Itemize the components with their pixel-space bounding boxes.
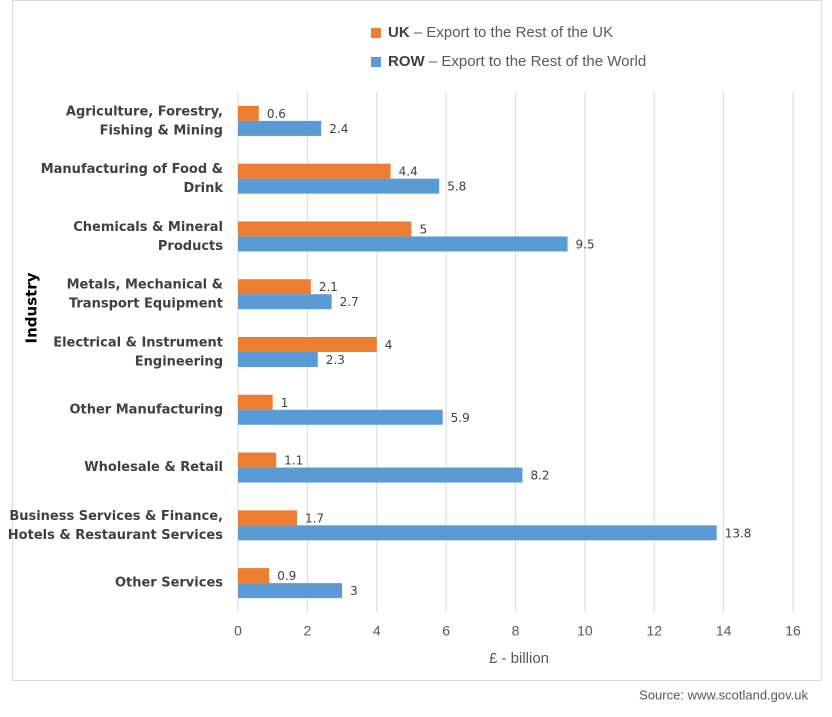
legend-entry: UK – Export to the Rest of the UK bbox=[388, 24, 613, 41]
bar bbox=[238, 510, 297, 526]
y-tick-label: Metals, Mechanical & Transport Equipment bbox=[67, 277, 223, 311]
bar bbox=[238, 352, 318, 367]
value-label: 5 bbox=[419, 222, 427, 236]
value-label: 1.1 bbox=[284, 454, 303, 468]
legend-name: ROW bbox=[388, 53, 426, 70]
value-label: 2.1 bbox=[319, 280, 338, 294]
x-tick-label: 16 bbox=[785, 623, 801, 639]
x-axis-title: £ - billion bbox=[489, 650, 549, 667]
bar bbox=[238, 467, 523, 483]
bar bbox=[238, 236, 568, 252]
y-tick-label: Chemicals & Mineral Products bbox=[73, 219, 223, 253]
x-tick-label: 12 bbox=[646, 623, 662, 639]
x-tick-label: 8 bbox=[512, 623, 520, 639]
value-label: 3 bbox=[350, 584, 358, 598]
y-tick-label: Electrical & Instrument Engineering bbox=[53, 335, 223, 369]
y-tick-label: Business Services & Finance, Hotels & Res… bbox=[8, 508, 223, 542]
y-tick-label: Manufacturing of Food & Drink bbox=[41, 162, 224, 196]
bar bbox=[238, 525, 717, 541]
y-tick-label: Other Manufacturing bbox=[69, 402, 223, 417]
bar bbox=[238, 409, 443, 425]
value-label: 0.6 bbox=[267, 107, 286, 121]
bar bbox=[238, 279, 311, 295]
bar bbox=[238, 394, 273, 410]
y-tick-label: Agriculture, Forestry, Fishing & Mining bbox=[66, 104, 223, 138]
chart-frame bbox=[12, 0, 822, 681]
value-label: 8.2 bbox=[530, 469, 549, 483]
bar bbox=[238, 105, 259, 121]
value-label: 1 bbox=[281, 396, 289, 410]
value-label: 9.5 bbox=[576, 237, 595, 251]
value-label: 5.9 bbox=[451, 411, 470, 425]
value-label: 2.7 bbox=[340, 295, 359, 309]
x-tick-label: 2 bbox=[303, 623, 311, 639]
value-label: 0.9 bbox=[277, 569, 296, 583]
legend-name: UK bbox=[388, 24, 410, 41]
bar bbox=[238, 452, 277, 468]
y-axis-title: Industry bbox=[23, 272, 41, 343]
legend-swatch bbox=[371, 57, 381, 67]
bar bbox=[238, 294, 332, 310]
source: Source: www.scotland.gov.uk bbox=[639, 687, 808, 702]
value-label: 4 bbox=[385, 338, 393, 352]
value-label: 1.7 bbox=[305, 511, 324, 525]
x-tick-label: 14 bbox=[716, 623, 732, 639]
value-label: 4.4 bbox=[399, 165, 418, 179]
bar bbox=[238, 583, 343, 599]
x-tick-label: 4 bbox=[373, 623, 381, 639]
legend-swatch bbox=[371, 28, 381, 38]
x-tick-label: 0 bbox=[234, 623, 242, 639]
bar bbox=[238, 120, 322, 136]
x-tick-label: 10 bbox=[577, 623, 593, 639]
bar bbox=[238, 568, 270, 584]
y-tick-label: Wholesale & Retail bbox=[84, 460, 223, 475]
bar bbox=[238, 178, 440, 194]
x-tick-label: 6 bbox=[442, 623, 450, 639]
y-tick-label: Other Services bbox=[115, 576, 223, 591]
legend-entry: ROW – Export to the Rest of the World bbox=[388, 53, 646, 70]
value-label: 13.8 bbox=[725, 526, 752, 540]
value-label: 5.8 bbox=[447, 180, 466, 194]
value-label: 2.4 bbox=[329, 122, 348, 136]
bar bbox=[238, 221, 412, 237]
legend-text: – Export to the Rest of the UK bbox=[414, 24, 613, 41]
bar bbox=[238, 163, 391, 179]
legend-text: – Export to the Rest of the World bbox=[429, 53, 646, 70]
value-label: 2.3 bbox=[326, 353, 345, 367]
bar bbox=[238, 337, 377, 352]
